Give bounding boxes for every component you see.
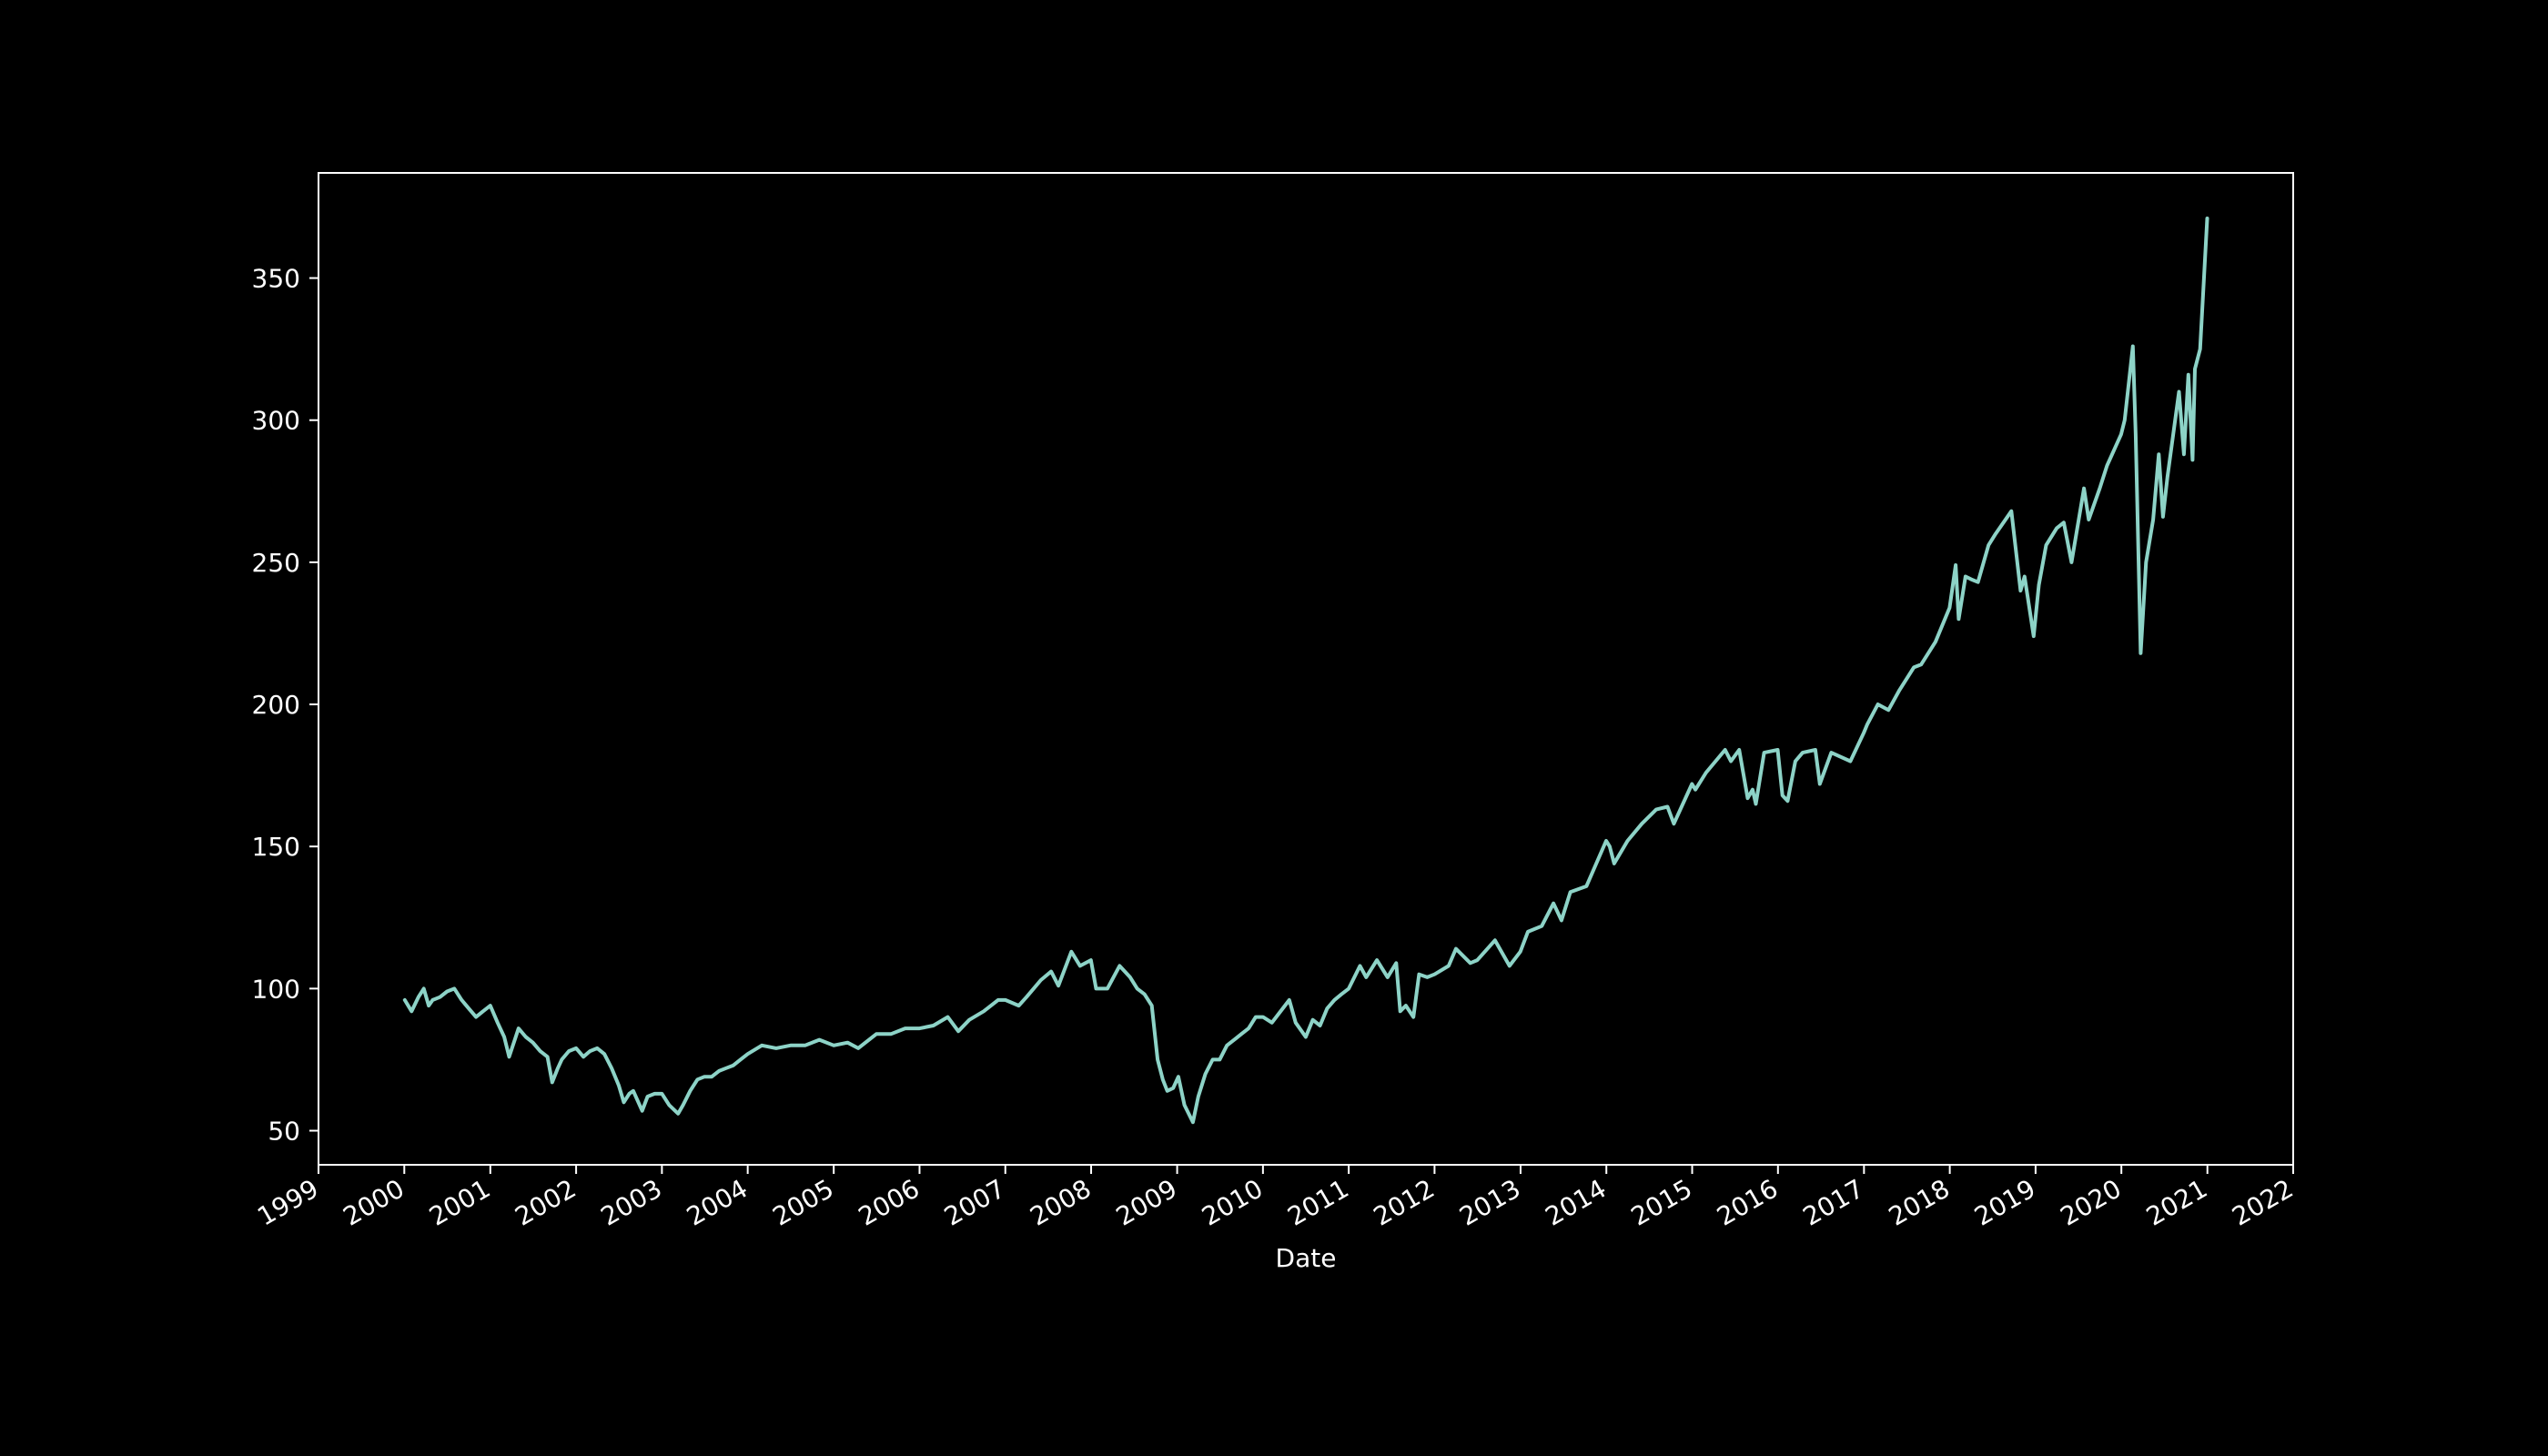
series-line-0 xyxy=(402,217,2209,1125)
plot-frame xyxy=(318,172,2294,1166)
y-tick-label: 300 xyxy=(252,406,300,436)
y-tick-label: 350 xyxy=(252,264,300,294)
x-axis-title: Date xyxy=(1276,1243,1337,1273)
y-tick-label: 150 xyxy=(252,832,300,862)
y-tick-label: 250 xyxy=(252,548,300,578)
y-tick-label: 100 xyxy=(252,974,300,1004)
series-layer xyxy=(402,217,2209,1125)
y-tick-label: 50 xyxy=(268,1117,300,1147)
y-axis: 50 100 150 200 250 300 350 xyxy=(252,264,318,1147)
y-tick-label: 200 xyxy=(252,690,300,720)
